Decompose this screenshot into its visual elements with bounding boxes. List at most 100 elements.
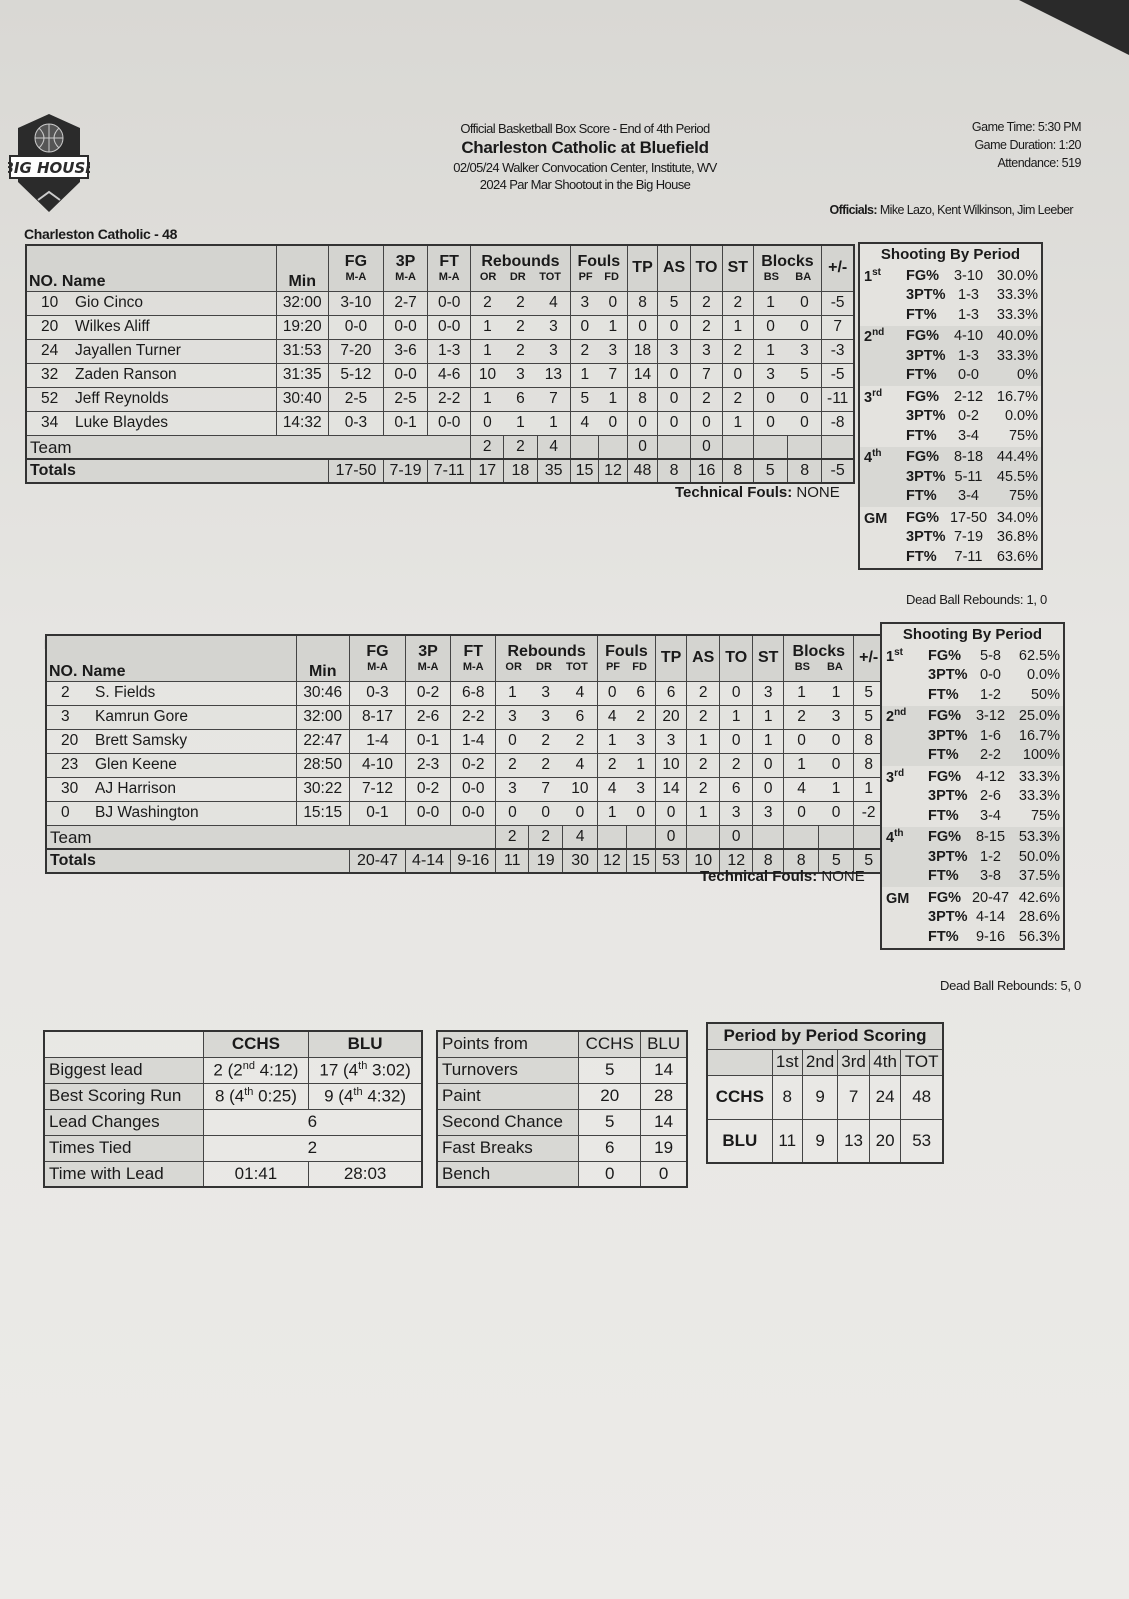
team-or: 2 bbox=[470, 434, 504, 460]
stat-tot: 2 bbox=[562, 728, 598, 754]
col-ft: FT M-A bbox=[427, 244, 472, 292]
player-number: 30 bbox=[61, 780, 79, 797]
row-label: Best Scoring Run bbox=[43, 1082, 204, 1110]
stat-pm: -5 bbox=[821, 362, 855, 388]
player-name-cell: 20 Brett Samsky bbox=[45, 728, 297, 754]
player-name-cell: 23 Glen Keene bbox=[45, 752, 297, 778]
stat-fd: 0 bbox=[598, 290, 628, 316]
stat-ft: 0-0 bbox=[427, 410, 472, 436]
stat-pm: -3 bbox=[821, 338, 855, 364]
stat-to: 2 bbox=[689, 314, 724, 340]
points-from-row: Turnovers 5 14 bbox=[436, 1056, 688, 1084]
stat-bs: 0 bbox=[783, 728, 819, 754]
total-st: 8 bbox=[722, 458, 754, 484]
player-number: 34 bbox=[41, 414, 59, 431]
stat-bs: 1 bbox=[783, 680, 819, 706]
cchs-points: 5 bbox=[578, 1108, 642, 1136]
player-name: BJ Washington bbox=[95, 804, 199, 821]
shooting-row: 3PT% 0-2 0.0% bbox=[860, 407, 1041, 427]
shooting-period-group: GM FG% 17-50 34.0% 3PT% 7-19 36.8% FT% 7-11 63.6% bbox=[860, 507, 1041, 568]
stat-bs: 0 bbox=[752, 410, 788, 436]
stat-st: 3 bbox=[752, 800, 785, 826]
player-row: 3 Kamrun Gore 32:00 8-17 2-6 2-2 3 3 6 4 2 20 2 1 1 2 3 5 bbox=[45, 704, 885, 730]
shooting-pct: 33.3% bbox=[1018, 768, 1060, 785]
stat-min: 30:40 bbox=[275, 386, 329, 412]
report-subtitle: Official Basketball Box Score - End of 4… bbox=[460, 121, 710, 136]
shooting-stat: FT% bbox=[928, 807, 959, 824]
stat-ba: 5 bbox=[787, 362, 823, 388]
shooting-row: 4th FG% 8-18 44.4% bbox=[860, 448, 1041, 468]
player-number: 20 bbox=[41, 318, 59, 335]
player-row: 0 BJ Washington 15:15 0-1 0-0 0-0 0 0 0 1 0 0 1 3 3 0 0-… bbox=[45, 800, 885, 826]
empty-cell bbox=[752, 824, 785, 850]
stat-as: 0 bbox=[657, 386, 691, 412]
stat-pm: 5 bbox=[853, 680, 885, 706]
period-label: 3 bbox=[864, 389, 873, 406]
empty-cell bbox=[569, 434, 600, 460]
team-dr: 2 bbox=[503, 434, 538, 460]
shooting-title: Shooting By Period bbox=[902, 626, 1043, 643]
lead-changes-value: 6 bbox=[202, 1108, 423, 1136]
col-min: Min bbox=[275, 244, 329, 292]
stat-pm: -11 bbox=[821, 386, 855, 412]
stat-fg: 0-1 bbox=[348, 800, 406, 826]
shooting-pct: 33.3% bbox=[996, 287, 1038, 304]
col-st: ST bbox=[722, 244, 754, 292]
team-or: 2 bbox=[495, 824, 529, 850]
stat-tot: 13 bbox=[537, 362, 571, 388]
stat-as: 0 bbox=[657, 410, 691, 436]
stat-st: 0 bbox=[752, 776, 785, 802]
empty-cell bbox=[598, 434, 628, 460]
cchs-points: 6 bbox=[578, 1134, 642, 1162]
points-from-row: Paint 20 28 bbox=[436, 1082, 688, 1110]
shooting-made-attempted: 9-16 bbox=[975, 928, 1006, 945]
row-label: Time with Lead bbox=[43, 1160, 204, 1188]
col-no-name: NO. Name bbox=[25, 244, 277, 292]
points-from-label: Turnovers bbox=[436, 1056, 580, 1084]
shooting-row: 3rd FG% 4-12 33.3% bbox=[882, 767, 1063, 787]
shooting-pct: 44.4% bbox=[996, 449, 1038, 466]
period-score: 20 bbox=[868, 1118, 902, 1164]
shooting-by-period: Shooting By Period 1st FG% 5-8 62.5% 3PT% 0-0 0… bbox=[880, 622, 1065, 950]
shooting-period-group: 2nd FG% 3-12 25.0% 3PT% 1-6 16.7% FT% 2-2 100% bbox=[882, 705, 1063, 766]
total-tp: 48 bbox=[626, 458, 659, 484]
points-from-label: Fast Breaks bbox=[436, 1134, 580, 1162]
shooting-row: 2nd FG% 4-10 40.0% bbox=[860, 327, 1041, 347]
stat-ft: 1-3 bbox=[427, 338, 472, 364]
box-score-table: NO. Name Min FG M-A 3P M-A FT M-A Rebounds OR DR TO… bbox=[25, 244, 855, 484]
player-name: Luke Blaydes bbox=[75, 414, 169, 431]
shooting-title: Shooting By Period bbox=[880, 246, 1021, 263]
stat-pf: 0 bbox=[596, 680, 627, 706]
stat-tp3: 2-5 bbox=[382, 386, 429, 412]
shooting-stat: FG% bbox=[928, 647, 962, 664]
stat-fd: 0 bbox=[598, 410, 628, 436]
shooting-row: 3PT% 5-11 45.5% bbox=[860, 467, 1041, 487]
period-scoring-row: CCHS 8 9 7 24 48 bbox=[706, 1074, 944, 1120]
player-number: 0 bbox=[61, 804, 70, 821]
player-name-cell: 34 Luke Blaydes bbox=[25, 410, 277, 436]
stat-to: 2 bbox=[719, 752, 754, 778]
stat-ft: 0-2 bbox=[450, 752, 497, 778]
stat-st: 2 bbox=[722, 386, 754, 412]
shooting-made-attempted: 2-6 bbox=[980, 788, 1001, 805]
player-name-cell: 24 Jayallen Turner bbox=[25, 338, 277, 364]
points-from-row: Second Chance 5 14 bbox=[436, 1108, 688, 1136]
empty-cell bbox=[625, 824, 657, 850]
stat-tp3: 2-3 bbox=[404, 752, 452, 778]
stat-to: 1 bbox=[719, 704, 754, 730]
stat-pf: 2 bbox=[596, 752, 627, 778]
shooting-made-attempted: 3-4 bbox=[958, 427, 979, 444]
stat-fd: 2 bbox=[626, 704, 657, 730]
shooting-made-attempted: 7-19 bbox=[953, 529, 984, 546]
player-name: AJ Harrison bbox=[95, 780, 176, 797]
total-fg: 17-50 bbox=[327, 458, 384, 484]
player-name: Glen Keene bbox=[95, 756, 177, 773]
stat-bs: 1 bbox=[783, 752, 819, 778]
total-bs: 5 bbox=[752, 458, 788, 484]
stat-pf: 2 bbox=[569, 338, 599, 364]
stat-bs: 0 bbox=[752, 386, 788, 412]
empty-cell bbox=[821, 434, 855, 460]
game-duration: Game Duration: 1:20 bbox=[974, 138, 1081, 152]
player-row: 32 Zaden Ranson 31:35 5-12 0-0 4-6 10 3 13 1 7 14 0 7… bbox=[25, 362, 855, 388]
stat-or: 10 bbox=[470, 362, 504, 388]
